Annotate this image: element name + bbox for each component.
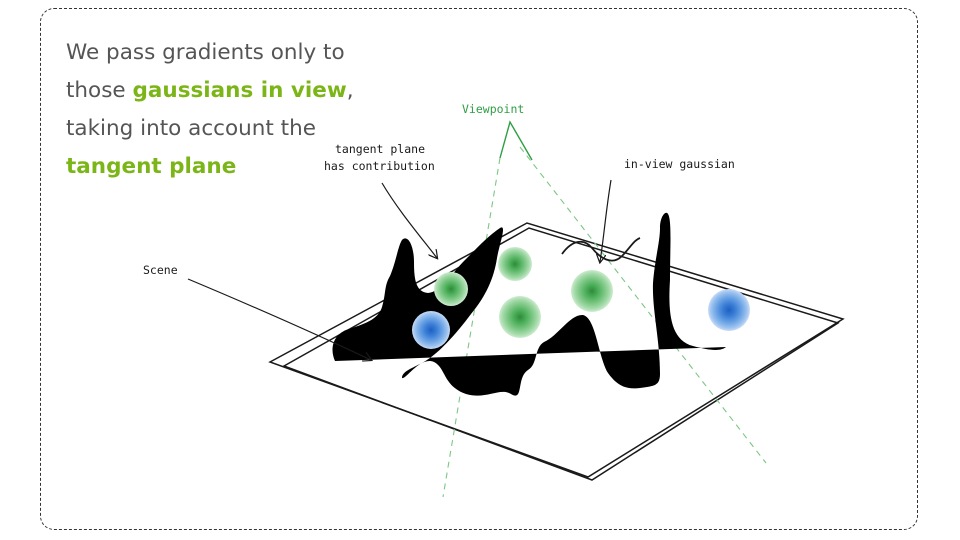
in-view-gaussian-4 [571,270,613,312]
viewpoint-label: Viewpoint [462,102,524,116]
slide-frame [40,8,918,530]
tangent-plane-label-line2: has contribution [324,159,435,173]
out-of-view-gaussians [412,289,750,349]
in-view-gaussians [434,247,613,338]
tangent-plane-label-line1: tangent plane [335,142,425,156]
viewpoint-frustum [442,146,767,498]
headline-part1: We pass gradients only to those [66,40,345,103]
viewpoint-marker [499,120,533,161]
scene-surface-curve [332,212,726,396]
out-of-view-gaussian-2 [708,289,750,331]
scene-arrow [187,278,371,360]
headline-part2: , taking into account the [66,78,354,141]
in-view-gaussian-arrow [600,179,612,262]
tangent-plane-arrow [381,182,437,258]
scene-surface-wave [561,237,641,262]
headline: We pass gradients only to those gaussian… [66,34,396,186]
in-view-gaussian-1 [434,272,468,306]
in-view-gaussian-3 [499,296,541,338]
scene-label: Scene [143,263,178,277]
in-view-gaussian-label: in-view gaussian [624,157,735,171]
out-of-view-gaussian-1 [412,311,450,349]
in-view-gaussian-2 [498,247,532,281]
headline-highlight-gaussians: gaussians in view [132,78,347,103]
headline-highlight-tangent: tangent plane [66,154,237,179]
